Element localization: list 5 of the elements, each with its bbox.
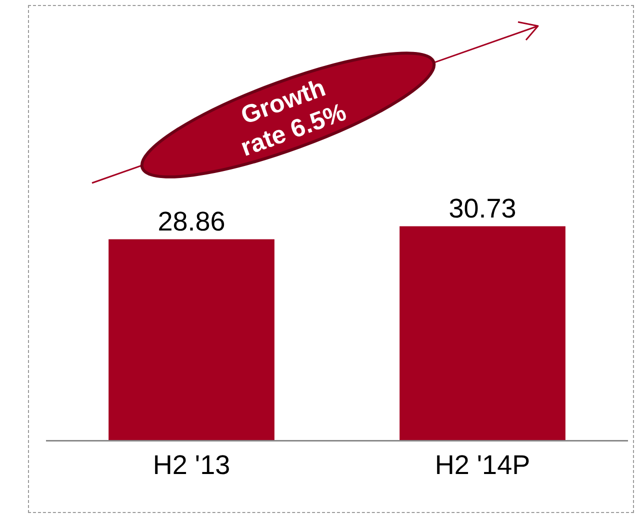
data-label: 28.86 <box>158 206 226 236</box>
x-tick-label: H2 '13 <box>152 450 230 480</box>
text: Growth rate 6.5% <box>237 74 350 162</box>
data-label: 30.73 <box>448 193 516 224</box>
x-tick-label: H2 '14P <box>434 450 530 480</box>
